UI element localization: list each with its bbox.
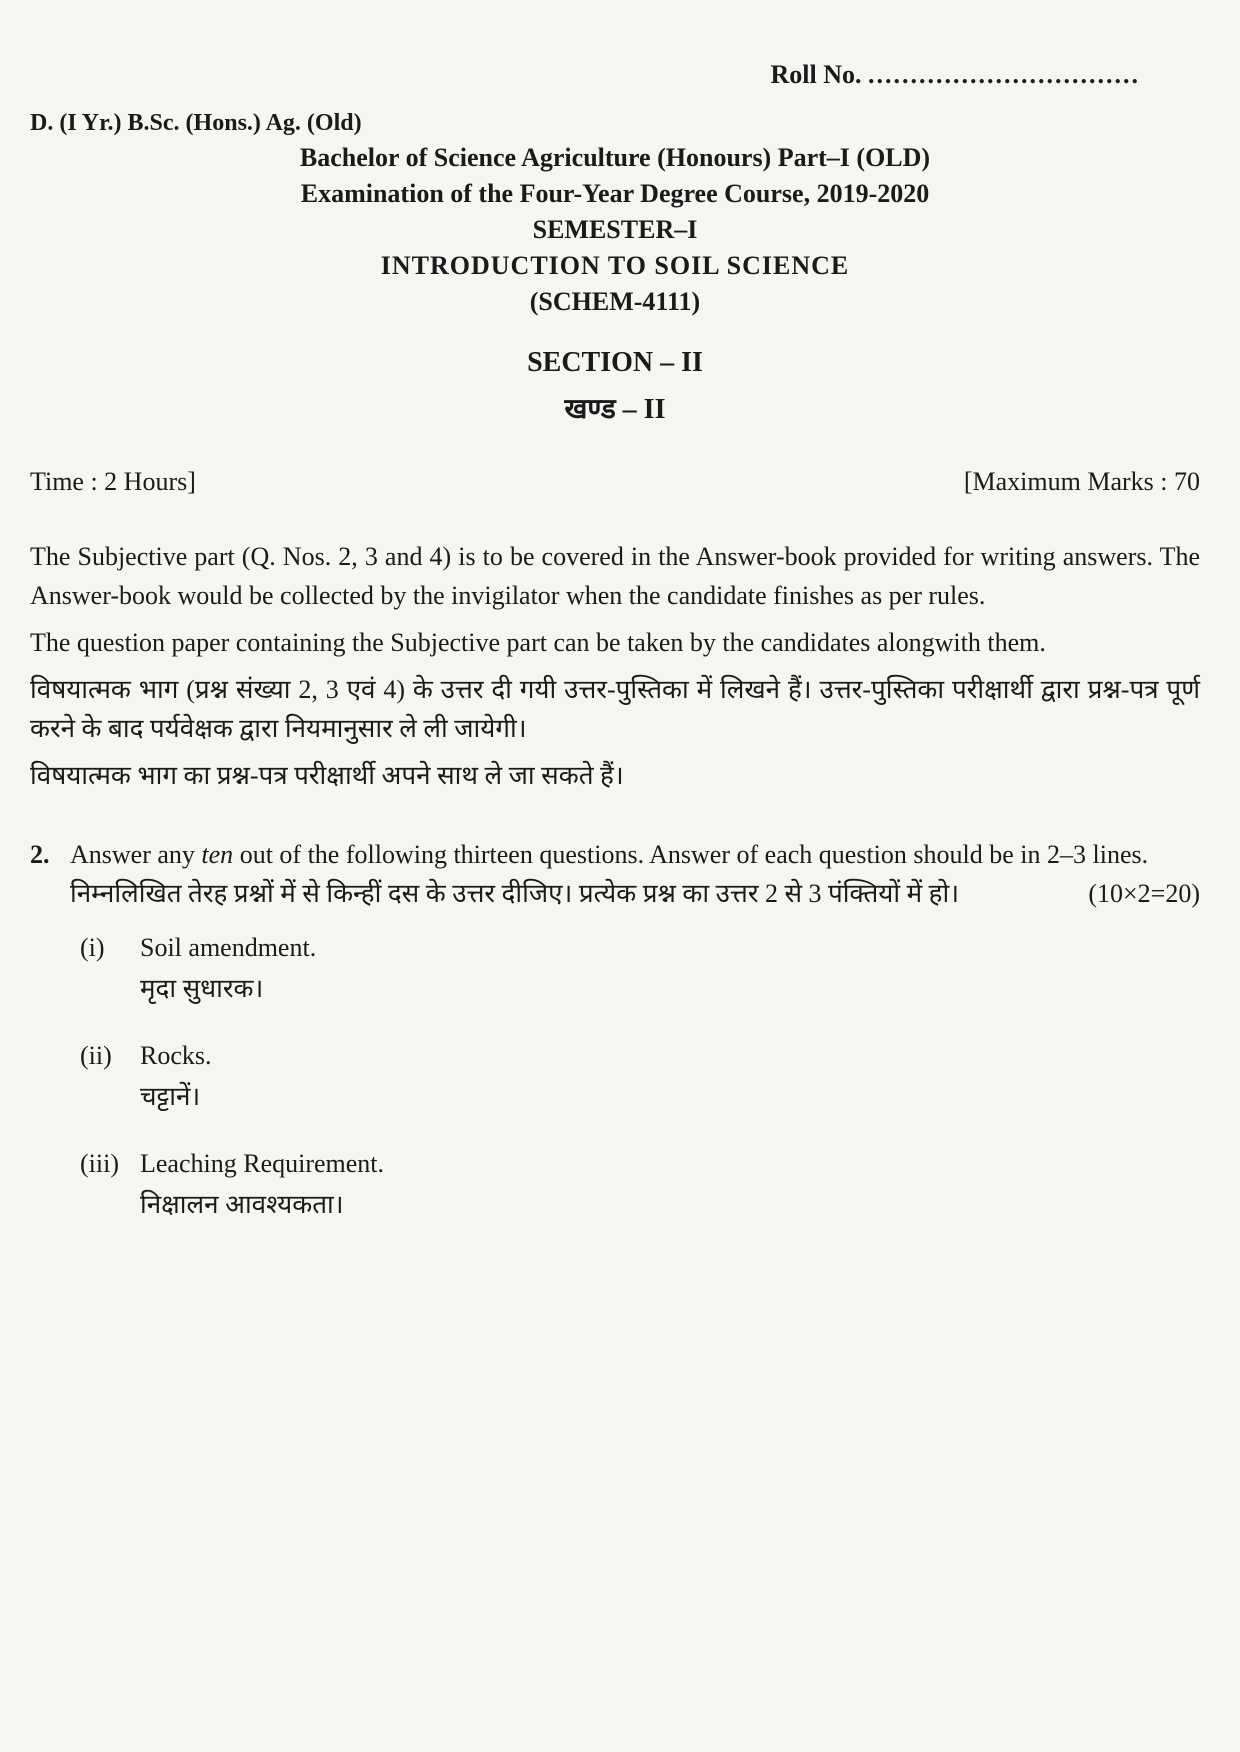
instruction-para4-hi: विषयात्मक भाग का प्रश्न-पत्र परीक्षार्थी… bbox=[30, 756, 1200, 795]
marks-label: [Maximum Marks : 70 bbox=[964, 467, 1200, 497]
question-number: 2. bbox=[30, 835, 70, 913]
exam-line: Examination of the Four-Year Degree Cour… bbox=[30, 179, 1200, 209]
instruction-para1: The Subjective part (Q. Nos. 2, 3 and 4)… bbox=[30, 537, 1200, 615]
sub-question-i: (i) Soil amendment. मृदा सुधारक। bbox=[80, 933, 1200, 1011]
section-hi: खण्ड – II bbox=[30, 389, 1200, 427]
instructions-block: The Subjective part (Q. Nos. 2, 3 and 4)… bbox=[30, 537, 1200, 795]
degree-line: Bachelor of Science Agriculture (Honours… bbox=[30, 143, 1200, 173]
time-label: Time : 2 Hours] bbox=[30, 467, 196, 497]
question-text-en: Answer any ten out of the following thir… bbox=[70, 835, 1200, 874]
exam-header: Bachelor of Science Agriculture (Honours… bbox=[30, 143, 1200, 427]
instruction-para3-hi: विषयात्मक भाग (प्रश्न संख्या 2, 3 एवं 4)… bbox=[30, 670, 1200, 748]
subject-line: INTRODUCTION TO SOIL SCIENCE bbox=[30, 251, 1200, 281]
sub-en: Leaching Requirement. bbox=[140, 1149, 1200, 1179]
question-content: Answer any ten out of the following thir… bbox=[70, 835, 1200, 913]
sub-en: Soil amendment. bbox=[140, 933, 1200, 963]
roll-dots: ................................ bbox=[868, 60, 1140, 89]
sub-content: Leaching Requirement. निक्षालन आवश्यकता। bbox=[140, 1149, 1200, 1227]
sub-num: (i) bbox=[80, 933, 140, 1011]
question-marks: (10×2=20) bbox=[1088, 874, 1200, 913]
sub-num: (iii) bbox=[80, 1149, 140, 1227]
sub-num: (ii) bbox=[80, 1041, 140, 1119]
roll-label: Roll No. bbox=[771, 60, 862, 89]
sub-content: Soil amendment. मृदा सुधारक। bbox=[140, 933, 1200, 1011]
sub-hi: मृदा सुधारक। bbox=[140, 969, 1200, 1005]
code-line: (SCHEM-4111) bbox=[30, 287, 1200, 317]
semester-line: SEMESTER–I bbox=[30, 215, 1200, 245]
sub-content: Rocks. चट्टानें। bbox=[140, 1041, 1200, 1119]
course-code-line: D. (I Yr.) B.Sc. (Hons.) Ag. (Old) bbox=[30, 110, 1200, 137]
sub-question-ii: (ii) Rocks. चट्टानें। bbox=[80, 1041, 1200, 1119]
roll-number-field: Roll No. ...............................… bbox=[30, 60, 1200, 90]
sub-hi: चट्टानें। bbox=[140, 1077, 1200, 1113]
time-marks-row: Time : 2 Hours] [Maximum Marks : 70 bbox=[30, 467, 1200, 497]
section-en: SECTION – II bbox=[30, 347, 1200, 379]
instruction-para2: The question paper containing the Subjec… bbox=[30, 623, 1200, 662]
sub-hi: निक्षालन आवश्यकता। bbox=[140, 1185, 1200, 1221]
sub-en: Rocks. bbox=[140, 1041, 1200, 1071]
question-2: 2. Answer any ten out of the following t… bbox=[30, 835, 1200, 913]
question-text-hi: निम्नलिखित तेरह प्रश्नों में से किन्हीं … bbox=[70, 874, 1200, 913]
sub-question-iii: (iii) Leaching Requirement. निक्षालन आवश… bbox=[80, 1149, 1200, 1227]
